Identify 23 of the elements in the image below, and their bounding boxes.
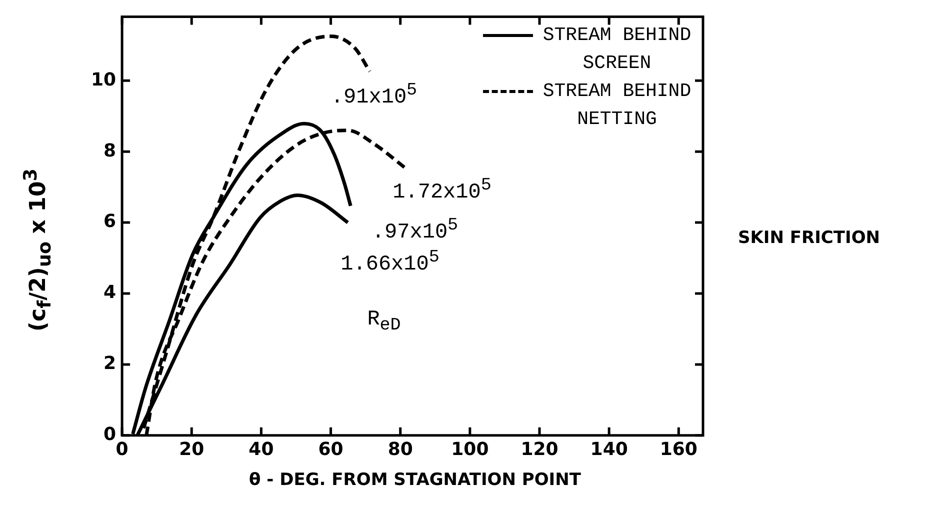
annotation: .91x10$^{5}$	[330, 80, 418, 110]
legend-label: STREAM BEHIND SCREEN	[542, 22, 692, 76]
text: SKIN FRICTION	[738, 228, 880, 248]
x-axis-title: θ - DEG. FROM STAGNATION POINT	[249, 470, 581, 490]
x-tick-label: 40	[248, 438, 274, 460]
x-tick-label: 60	[318, 438, 344, 460]
y-tick-label: 4	[104, 282, 116, 304]
annotation: 1.72x10$^{5}$	[392, 176, 492, 204]
x-tick-label: 20	[179, 438, 204, 460]
x-tick-label: 80	[388, 438, 413, 460]
annotation: 1.66x10$^{5}$	[340, 248, 440, 276]
legend-label: STREAM BEHIND NETTING	[542, 78, 692, 132]
x-tick-label: 140	[590, 438, 628, 460]
annotation: .97x10$^{5}$	[372, 216, 458, 244]
x-tick-label: 120	[520, 438, 558, 460]
y-tick-label: 0	[104, 424, 116, 446]
y-tick-label: 2	[104, 353, 116, 374]
y-tick-label: 8	[104, 140, 116, 162]
y-tick-label: 10	[90, 69, 116, 90]
x-tick-label: 100	[451, 438, 489, 460]
x-tick-label: 160	[660, 438, 698, 460]
y-tick-label: 6	[104, 211, 116, 232]
annotation: R$_{eD}$	[367, 308, 401, 336]
